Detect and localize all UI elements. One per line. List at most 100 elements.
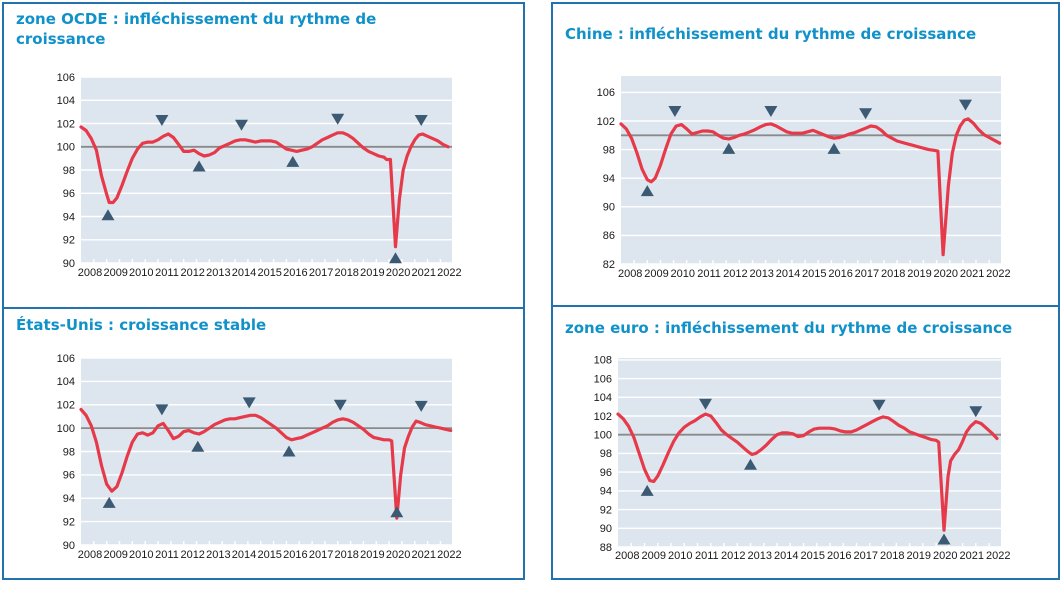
trough-marker-up [389,252,402,264]
x-tick-label: 2014 [774,550,798,562]
gridlines [618,359,1001,548]
x-tick-label: 2022 [986,268,1010,280]
y-tick-label: 98 [63,446,75,458]
x-tick-label: 2012 [180,549,204,561]
x-tick-label: 2022 [437,549,461,561]
peak-marker-down [969,406,983,418]
x-tick-label: 2017 [309,549,333,561]
y-tick-label: 82 [603,259,615,271]
x-tick-label: 2019 [360,549,384,561]
panel-zone-ocde: zone OCDE : infléchissement du rythme de… [2,2,525,307]
y-tick-label: 92 [63,516,75,528]
x-tick-label: 2008 [615,550,639,562]
x-tick-label: 2019 [907,268,931,280]
trough-marker-up [744,458,757,470]
peak-marker-down [764,106,778,117]
panel-etats-unis: États-Unis : croissance stable 90 92 94 96 9… [2,307,525,580]
x-tick-label: 2014 [232,267,256,279]
indicator-line [616,412,999,532]
x-tick-label: 2010 [129,267,153,279]
trough-marker-up [640,185,654,197]
chart-title-etats-unis: États-Unis : croissance stable [16,316,267,334]
y-tick-label: 104 [57,95,75,107]
peak-marker-down [242,397,256,409]
y-tick-label: 102 [57,118,75,130]
x-tick-label: 2008 [78,549,102,561]
x-tick-label: 2011 [155,267,179,279]
y-tick-label: 96 [600,467,612,479]
trough-marker-up [390,506,404,518]
peak-marker-down [235,119,248,131]
x-tick-label: 2012 [721,550,745,562]
y-tick-label: 98 [603,144,615,156]
peak-marker-down [859,108,873,120]
peak-marker-down [959,99,972,111]
turning-point-markers [101,113,428,264]
x-tick-label: 2011 [695,550,719,562]
x-tick-label: 2022 [986,550,1010,562]
turning-point-markers [102,397,428,518]
trough-marker-up [722,142,736,154]
x-tick-label: 2021 [960,268,984,280]
y-tick-label: 106 [597,87,615,99]
x-tick-label: 2021 [412,267,436,279]
x-tick-label: 2011 [697,268,721,280]
trough-marker-up [192,160,206,172]
x-minor-ticks [93,259,442,263]
y-tick-label: 100 [57,142,75,154]
y-tick-label: 90 [63,258,75,270]
y-tick-label: 96 [63,470,75,482]
x-tick-label: 2016 [828,268,852,280]
x-tick-label: 2010 [129,549,153,561]
y-tick-label: 94 [63,493,75,505]
x-tick-label: 2009 [103,549,127,561]
peak-marker-down [414,400,428,412]
y-tick-label: 94 [63,211,75,223]
peak-marker-down [872,399,886,411]
peak-marker-down [333,399,347,411]
x-tick-label: 2016 [283,549,307,561]
turning-point-markers [640,99,972,197]
y-tick-label: 90 [603,202,615,214]
x-tick-label: 2009 [642,550,666,562]
x-tick-label: 2014 [776,268,800,280]
x-tick-label: 2019 [360,267,384,279]
x-tick-label: 2015 [802,268,826,280]
x-tick-label: 2015 [257,267,281,279]
x-tick-label: 2017 [854,550,878,562]
x-tick-label: 2020 [386,267,410,279]
x-tick-label: 2013 [206,267,230,279]
x-tick-label: 2018 [881,268,905,280]
x-tick-label: 2008 [78,267,102,279]
y-tick-label: 92 [63,235,75,247]
y-tick-label: 106 [57,72,75,84]
panel-zone-euro: zone euro : infléchissement du rythme de… [551,305,1060,580]
x-minor-ticks [630,543,990,547]
y-tick-label: 102 [597,116,615,128]
trough-marker-up [937,533,951,545]
x-tick-label: 2012 [180,267,204,279]
gridlines [621,91,1001,265]
y-tick-label: 88 [600,542,612,554]
panel-chine: Chine : infléchissement du rythme de cro… [551,2,1060,305]
x-tick-label: 2017 [855,268,879,280]
plot-area [618,358,1001,547]
y-tick-label: 108 [594,355,612,367]
x-tick-label: 2021 [412,549,436,561]
x-tick-label: 2013 [748,550,772,562]
indicator-line [79,125,450,249]
y-tick-label: 90 [63,540,75,552]
x-tick-label: 2020 [386,549,410,561]
x-tick-label: 2014 [232,549,256,561]
x-tick-label: 2017 [309,267,333,279]
x-minor-ticks [633,260,990,264]
x-tick-label: 2018 [880,550,904,562]
y-tick-label: 104 [57,376,75,388]
x-tick-label: 2016 [283,267,307,279]
x-tick-label: 2010 [668,550,692,562]
trough-marker-up [286,155,300,167]
y-tick-label: 94 [603,173,615,185]
